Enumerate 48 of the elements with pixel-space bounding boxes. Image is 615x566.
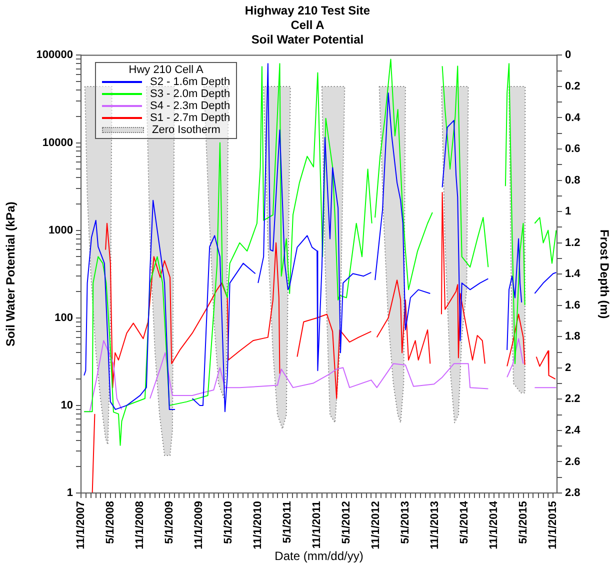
x-tick-label: 11/1/2013 (429, 501, 442, 550)
y-tick-label: 10000 (42, 136, 73, 149)
y2-tick-label: 0.6 (565, 143, 580, 156)
y2-tick-label: 1.2 (565, 236, 580, 249)
y2-tick-label: 0.2 (565, 80, 580, 93)
legend-label: Zero Isotherm (152, 124, 220, 136)
y2-tick-label: 2 (565, 362, 572, 374)
y2-tick-label: 1.6 (565, 299, 580, 312)
y2-tick-label: 0.8 (565, 174, 580, 186)
legend-label: S3 - 2.0m Depth (150, 88, 230, 100)
y-tick-label: 10 (60, 399, 73, 412)
x-tick-label: 5/1/2012 (340, 501, 352, 544)
y2-tick-label: 0.4 (565, 112, 582, 124)
y2-axis-title: Frost Depth (m) (597, 229, 612, 319)
x-tick-label: 5/1/2013 (399, 501, 412, 544)
y2-tick-label: 1.8 (565, 330, 580, 343)
x-tick-label: 5/1/2014 (458, 500, 470, 544)
y2-tick-label: 2.6 (565, 456, 580, 468)
y2-tick-label: 2.2 (565, 393, 580, 406)
legend-label: S4 - 2.3m Depth (150, 100, 230, 112)
y-tick-label: 100000 (36, 49, 73, 62)
y-tick-label: 1000 (48, 224, 73, 236)
y-tick-label: 100 (54, 312, 73, 324)
y-axis-title: Soil Water Potential (kPa) (4, 202, 18, 347)
x-tick-label: 11/1/2009 (193, 501, 206, 550)
x-tick-label: 11/1/2012 (370, 501, 382, 550)
x-tick-label: 5/1/2010 (222, 501, 234, 544)
chart-title: Highway 210 Test Site Cell A Soil Water Potential (244, 4, 370, 46)
x-tick-label: 5/1/2008 (104, 501, 116, 544)
x-tick-label: 11/1/2011 (311, 501, 324, 549)
x-tick-label: 11/1/2014 (488, 500, 500, 550)
legend-label: S1 - 2.7m Depth (150, 112, 230, 124)
x-tick-label: 5/1/2015 (517, 501, 530, 544)
y2-tick-label: 2.8 (565, 487, 580, 500)
y2-tick-label: 1.4 (565, 268, 582, 280)
legend-title: Hwy 210 Cell A (128, 64, 204, 76)
x-tick-label: 5/1/2011 (281, 501, 294, 544)
x-tick-label: 5/1/2009 (163, 501, 176, 544)
x-tick-label: 11/1/2007 (75, 501, 88, 550)
y2-tick-label: 1 (565, 206, 572, 218)
y2-tick-label: 2.4 (565, 424, 582, 436)
y-tick-label: 1 (66, 487, 73, 500)
x-tick-label: 11/1/2008 (134, 501, 146, 550)
x-axis-title: Date (mm/dd/yy) (274, 549, 364, 564)
x-tick-label: 11/1/2015 (547, 501, 560, 550)
legend-label: S2 - 1.6m Depth (150, 76, 230, 88)
x-tick-label: 11/1/2010 (252, 501, 264, 550)
y2-tick-label: 0 (565, 49, 572, 62)
